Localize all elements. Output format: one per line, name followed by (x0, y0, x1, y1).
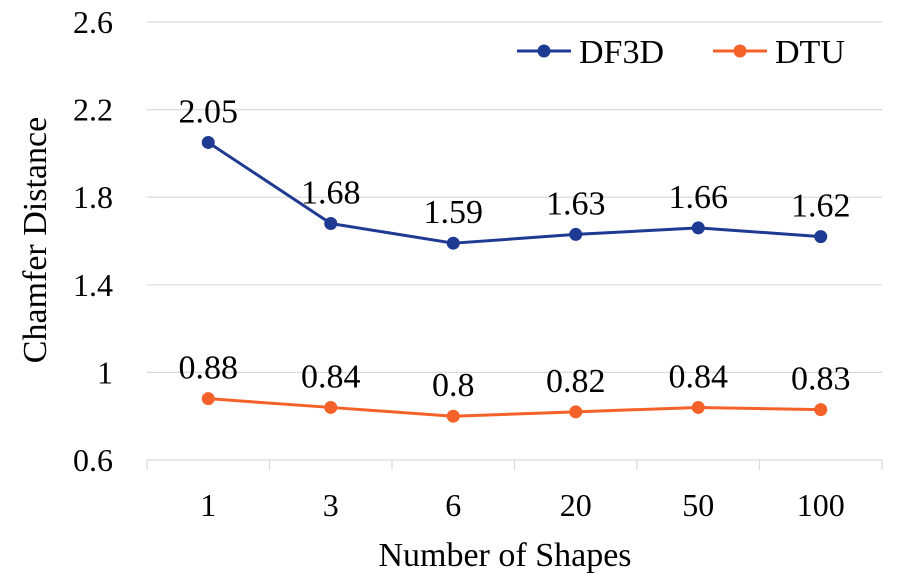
legend-marker-dtu (733, 44, 747, 58)
series-group (201, 135, 828, 423)
series-line-df3d (207, 141, 821, 245)
y-tick-label: 2.6 (73, 4, 113, 40)
y-tick-label: 1.4 (73, 267, 113, 303)
legend: DF3D DTU (517, 34, 845, 71)
data-point-df3d (324, 216, 338, 230)
data-label-df3d: 1.59 (424, 194, 484, 231)
y-tick-label: 1.8 (73, 179, 113, 215)
data-labels: 2.05 1.68 1.59 1.63 1.66 1.62 0.88 0.84 0.8 0.82 0… (179, 93, 851, 404)
grid-lines (147, 21, 882, 461)
data-label-df3d: 1.68 (301, 174, 361, 211)
legend-label-dtu: DTU (775, 34, 845, 71)
y-tick-label: 0.6 (73, 442, 113, 478)
x-tick-label: 20 (560, 487, 592, 523)
data-label-df3d: 1.66 (669, 179, 729, 216)
y-tick-label: 1 (97, 354, 113, 390)
data-point-dtu (446, 409, 460, 423)
data-label-dtu: 0.82 (546, 363, 606, 400)
data-point-dtu (814, 403, 828, 417)
y-axis-ticks: 0.6 1 1.4 1.8 2.2 2.6 (73, 4, 113, 478)
y-axis-title: Chamfer Distance (17, 117, 54, 363)
legend-marker-df3d (537, 44, 551, 58)
data-label-dtu: 0.84 (669, 358, 729, 395)
legend-label-df3d: DF3D (579, 34, 664, 71)
x-axis-title: Number of Shapes (378, 537, 631, 574)
data-point-df3d (569, 227, 583, 241)
x-tick-label: 1 (200, 487, 216, 523)
data-label-dtu: 0.84 (301, 358, 361, 395)
series-line-dtu (208, 397, 821, 418)
data-label-dtu: 0.88 (179, 350, 239, 387)
x-tick-label: 6 (445, 487, 461, 523)
data-point-dtu (324, 400, 338, 414)
data-point-df3d (814, 230, 828, 244)
x-tick-label: 3 (323, 487, 339, 523)
y-tick-label: 2.2 (73, 92, 113, 128)
x-axis: 1 3 6 20 50 100 (146, 460, 883, 523)
data-label-df3d: 1.63 (546, 185, 606, 222)
data-point-dtu (201, 392, 215, 406)
data-point-dtu (691, 400, 705, 414)
data-point-df3d (201, 135, 215, 149)
data-label-dtu: 0.83 (791, 361, 851, 398)
x-tick-label: 50 (682, 487, 714, 523)
data-label-df3d: 2.05 (179, 93, 239, 130)
data-label-df3d: 1.62 (791, 188, 851, 225)
data-label-dtu: 0.8 (432, 367, 475, 404)
data-point-dtu (569, 405, 583, 419)
x-tick-label: 100 (797, 487, 845, 523)
data-point-df3d (446, 236, 460, 250)
data-point-df3d (691, 221, 705, 235)
